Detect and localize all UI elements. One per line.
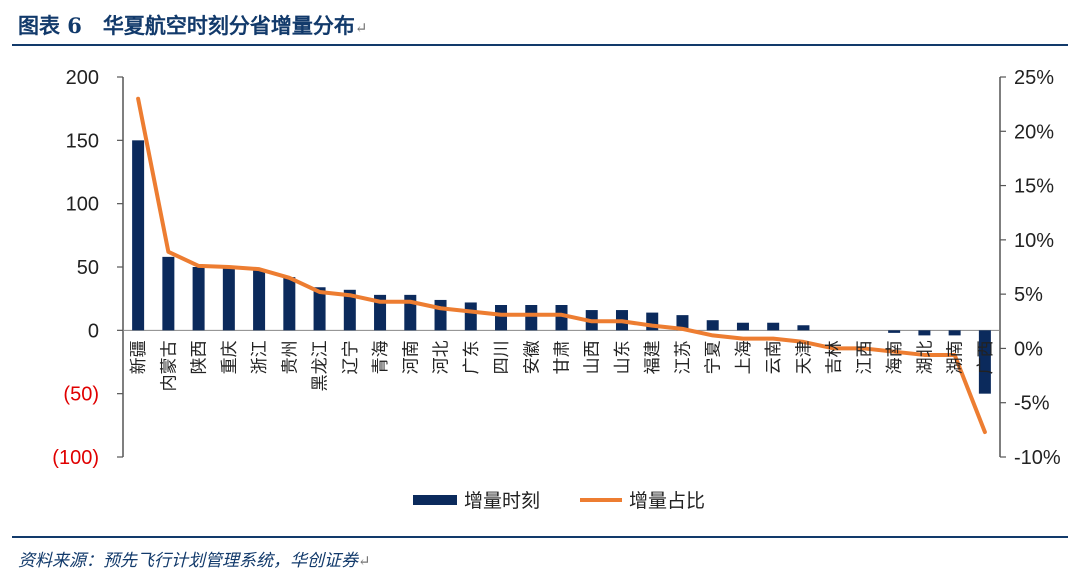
category-label: 云南 <box>764 340 784 374</box>
source-note: 资料来源：预先飞行计划管理系统，华创证券↵ <box>18 546 371 571</box>
category-label: 内蒙古 <box>159 340 179 391</box>
return-mark-icon: ↵ <box>358 552 371 570</box>
category-label: 天津 <box>794 340 814 374</box>
category-label: 安徽 <box>522 340 542 374</box>
category-label: 江苏 <box>673 340 693 374</box>
right-tick-label: 20% <box>1014 121 1054 143</box>
return-mark-icon: ↵ <box>354 19 368 37</box>
figure-title: 图表 6 华夏航空时刻分省增量分布↵ <box>18 10 368 40</box>
category-label: 河北 <box>432 340 452 374</box>
right-tick-label: -10% <box>1014 447 1061 469</box>
right-tick-label: 5% <box>1014 284 1043 306</box>
bar <box>888 330 901 333</box>
category-label: 上海 <box>734 340 754 374</box>
legend-bar-swatch <box>413 495 457 505</box>
category-label: 贵州 <box>280 340 300 374</box>
bar <box>162 256 175 331</box>
category-label: 河南 <box>401 340 421 374</box>
bar <box>797 325 810 331</box>
bar <box>132 140 145 331</box>
category-label: 新疆 <box>129 340 149 374</box>
category-label: 陕西 <box>190 340 210 374</box>
category-label: 吉林 <box>825 340 845 374</box>
right-tick-label: 15% <box>1014 176 1054 198</box>
category-labels: 新疆 内蒙古 陕西 重庆 浙江 贵州 黑龙江 辽宁 青海 河南 河北 广东 四川 安徽 甘肃 山西 山东 福建 江苏… <box>129 340 996 391</box>
bar <box>253 269 266 331</box>
left-tick-label: 50 <box>77 257 99 279</box>
category-label: 湖北 <box>915 340 935 374</box>
category-label: 重庆 <box>220 340 240 374</box>
chart: 200 150 100 50 0 (50) (100) 25% 20% 15% 10% 5% 0% -5%… <box>52 67 1061 512</box>
category-label: 甘肃 <box>553 340 573 374</box>
category-label: 江西 <box>855 340 875 374</box>
right-tick-label: 25% <box>1014 67 1054 89</box>
category-label: 宁夏 <box>704 340 724 374</box>
right-tick-label: 0% <box>1014 338 1043 360</box>
header-rule <box>12 44 1068 46</box>
figure-title-text: 图表 6 华夏航空时刻分省增量分布 <box>18 13 355 38</box>
bar <box>283 277 296 331</box>
bar <box>767 322 780 331</box>
category-label: 四川 <box>492 340 512 374</box>
right-tick-label: -5% <box>1014 393 1050 415</box>
bar <box>736 322 749 331</box>
bar <box>525 305 538 331</box>
legend: 增量时刻 增量占比 <box>413 490 705 512</box>
bar <box>192 267 205 331</box>
category-label: 湖南 <box>946 340 966 374</box>
figure-footer: 资料来源：预先飞行计划管理系统，华创证券↵ <box>0 530 1080 578</box>
line-path <box>136 96 987 435</box>
category-label: 广东 <box>462 340 482 374</box>
bar <box>555 305 568 331</box>
category-label: 海南 <box>885 340 905 374</box>
left-tick-label: 200 <box>66 67 99 89</box>
category-label: 山西 <box>583 340 603 374</box>
left-tick-label: 0 <box>88 320 99 342</box>
bar <box>978 330 991 394</box>
left-tick-label: 150 <box>66 130 99 152</box>
category-label: 浙江 <box>250 340 270 374</box>
bar <box>948 330 961 336</box>
bar <box>918 330 931 336</box>
category-label: 福建 <box>643 340 663 374</box>
line-series <box>136 96 987 435</box>
source-text: 资料来源：预先飞行计划管理系统，华创证券 <box>18 551 358 571</box>
chart-axes: 200 150 100 50 0 (50) (100) 25% 20% 15% 10% 5% 0% -5%… <box>52 67 1061 469</box>
bar <box>495 305 508 331</box>
legend-line-label: 增量占比 <box>629 490 705 512</box>
bar-series <box>132 140 991 394</box>
bar <box>222 268 235 331</box>
footer-rule <box>12 536 1068 538</box>
category-label: 辽宁 <box>341 340 361 374</box>
bar <box>313 287 326 331</box>
bar <box>706 320 719 331</box>
category-label: 黑龙江 <box>311 340 331 391</box>
category-label: 广西 <box>976 340 996 374</box>
bar <box>676 315 689 331</box>
bar <box>464 302 477 331</box>
left-tick-label: (100) <box>52 447 99 469</box>
category-label: 青海 <box>371 340 391 374</box>
bar <box>343 289 356 331</box>
right-tick-label: 10% <box>1014 230 1054 252</box>
legend-bar-label: 增量时刻 <box>464 490 540 512</box>
left-tick-label: (50) <box>63 384 99 406</box>
left-tick-label: 100 <box>66 194 99 216</box>
bar <box>434 299 447 331</box>
figure-header: 图表 6 华夏航空时刻分省增量分布↵ <box>0 0 1080 48</box>
category-label: 山东 <box>613 340 633 374</box>
